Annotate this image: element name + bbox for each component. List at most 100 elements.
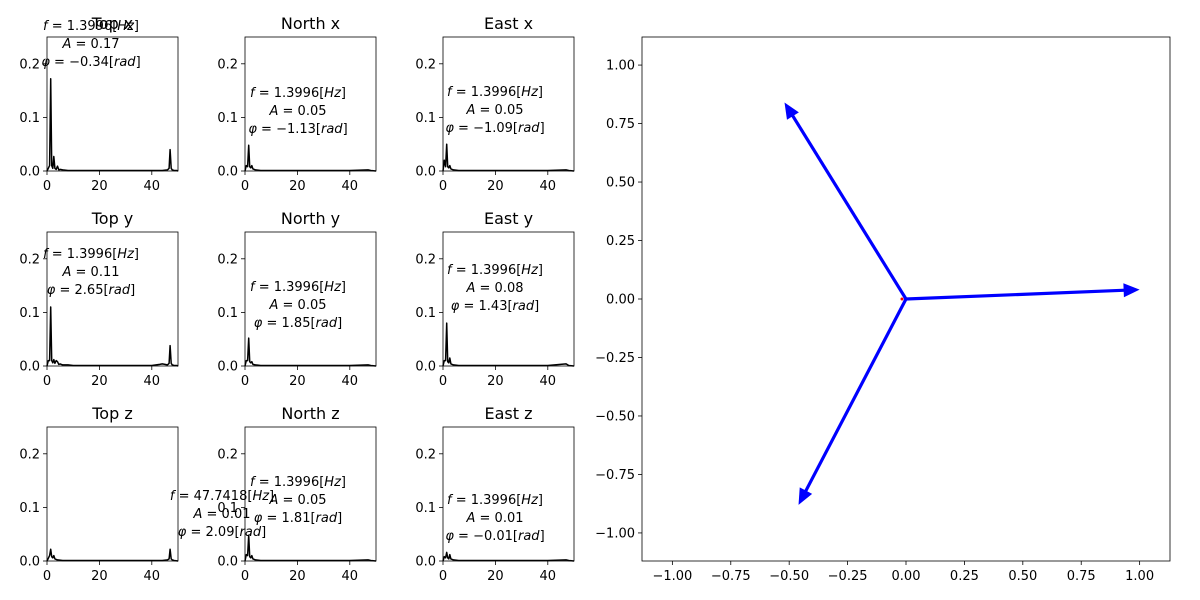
spectrum-line <box>46 78 179 172</box>
x-tick-label: 0 <box>241 179 249 194</box>
x-tick-label: 20 <box>91 374 108 389</box>
vector-arrow-shaft <box>905 288 1126 301</box>
x-tick-label: 40 <box>540 374 557 389</box>
y-tick-label: 0.2 <box>217 252 238 267</box>
x-tick-label: 0 <box>43 374 51 389</box>
x-tick-label: 20 <box>487 179 504 194</box>
y-tick-label: 0.0 <box>217 555 238 570</box>
x-tick-label: 20 <box>487 569 504 584</box>
x-tick-label: 20 <box>289 569 306 584</box>
subplot-north-z: 0 20 40 0.0 0.1 0.2 North z f = 1.3996[Hz] A = 0… <box>217 404 377 584</box>
x-tick-label: −0.50 <box>769 569 809 584</box>
axes-frame <box>46 231 179 367</box>
axes-frame <box>46 36 179 172</box>
x-tick-label: 20 <box>91 569 108 584</box>
subplot-title: East x <box>484 14 533 33</box>
y-tick-label: 0.1 <box>415 306 436 321</box>
x-tick-label: 40 <box>540 179 557 194</box>
x-tick-label: 0 <box>43 569 51 584</box>
x-tick-label: 0 <box>439 179 447 194</box>
spectrum-line <box>46 306 179 367</box>
y-tick-label: 0.75 <box>606 117 635 132</box>
x-tick-label: 20 <box>91 179 108 194</box>
x-tick-label: 40 <box>144 179 161 194</box>
subplot-title: Top x <box>91 14 134 33</box>
axes-frame <box>442 36 575 172</box>
spectrum-line <box>244 337 377 367</box>
subplot-title: Top y <box>91 209 134 228</box>
y-tick-label: 0.2 <box>217 447 238 462</box>
y-tick-label: 1.00 <box>606 59 635 74</box>
y-tick-label: 0.2 <box>415 57 436 72</box>
x-tick-label: 0.00 <box>892 569 921 584</box>
annotation-frequency: f = 1.3996[Hz] <box>250 86 346 101</box>
y-tick-label: 0.2 <box>19 252 40 267</box>
vector-arrow-head <box>784 102 799 120</box>
spectrum-line <box>244 534 377 562</box>
x-tick-label: 20 <box>289 374 306 389</box>
y-tick-label: −0.50 <box>595 409 635 424</box>
subplot-title: Top z <box>91 404 132 423</box>
y-tick-label: −0.25 <box>595 351 635 366</box>
subplot-east-x: 0 20 40 0.0 0.1 0.2 East x f = 1.3996[Hz] A = 0.… <box>415 14 575 194</box>
y-tick-label: 0.1 <box>217 306 238 321</box>
y-tick-label: 0.0 <box>415 165 436 180</box>
annotation-phase: φ = 1.85[rad] <box>254 316 342 331</box>
subplot-title: North x <box>281 14 340 33</box>
x-tick-label: −0.75 <box>711 569 751 584</box>
x-tick-label: 40 <box>144 374 161 389</box>
axes-frame <box>442 426 575 562</box>
annotation-amplitude: A = 0.05 <box>268 493 326 508</box>
y-tick-label: 0.2 <box>217 57 238 72</box>
x-tick-label: 0 <box>241 374 249 389</box>
annotation-phase: φ = −1.13[rad] <box>248 122 347 137</box>
x-tick-label: −0.25 <box>828 569 868 584</box>
x-tick-label: 0 <box>241 569 249 584</box>
y-tick-label: 0.00 <box>606 293 635 308</box>
annotation-phase: φ = 1.43[rad] <box>451 299 539 314</box>
x-tick-label: 20 <box>487 374 504 389</box>
y-tick-label: 0.1 <box>19 306 40 321</box>
annotation-frequency: f = 1.3996[Hz] <box>43 19 139 34</box>
annotation-frequency: f = 1.3996[Hz] <box>447 493 543 508</box>
x-tick-label: 0.25 <box>950 569 979 584</box>
y-tick-label: −0.75 <box>595 468 635 483</box>
annotation-amplitude: A = 0.17 <box>61 37 119 52</box>
y-tick-label: 0.1 <box>19 501 40 516</box>
phasor-plot: −1.00 −0.75 −0.50 −0.25 0.00 0.25 0.50 0.75 1.00… <box>595 36 1171 584</box>
x-tick-label: 40 <box>342 179 359 194</box>
annotation-amplitude: A = 0.05 <box>268 298 326 313</box>
x-tick-label: 40 <box>144 569 161 584</box>
y-tick-label: 0.0 <box>217 165 238 180</box>
annotation-frequency: f = 1.3996[Hz] <box>447 85 543 100</box>
vector-arrow-shaft <box>790 113 908 300</box>
subplot-north-x: 0 20 40 0.0 0.1 0.2 North x f = 1.3996[Hz] A = 0… <box>217 14 377 194</box>
y-tick-label: 0.0 <box>217 360 238 375</box>
y-tick-label: 0.2 <box>19 447 40 462</box>
subplot-title: East y <box>484 209 533 228</box>
subplot-top-x: 0 20 40 0.0 0.1 0.2 Top xf = 1.3996[Hz] A = 0.1… <box>19 14 179 194</box>
subplot-top-z: 0 20 40 0.0 0.1 0.2 Top z f = 47.7418[Hz] A = 0.… <box>19 404 274 584</box>
spectrum-line <box>442 551 575 562</box>
subplot-title: North z <box>281 404 339 423</box>
annotation-amplitude: A = 0.05 <box>268 104 326 119</box>
spectrum-line <box>442 322 575 367</box>
x-tick-label: 40 <box>540 569 557 584</box>
y-tick-label: −1.00 <box>595 526 635 541</box>
axes-frame <box>46 426 179 562</box>
axes-frame <box>442 231 575 367</box>
vector-arrow-shaft <box>803 298 908 494</box>
spectrum-line <box>442 143 575 172</box>
y-tick-label: 0.1 <box>415 111 436 126</box>
subplot-top-y: 0 20 40 0.0 0.1 0.2 Top y f = 1.3996[Hz] A = 0.1… <box>19 209 179 389</box>
subplot-title: North y <box>281 209 340 228</box>
annotation-phase: φ = −1.09[rad] <box>445 121 544 136</box>
y-tick-label: 0.1 <box>19 111 40 126</box>
x-tick-label: 0 <box>439 374 447 389</box>
x-tick-label: 0 <box>439 569 447 584</box>
y-tick-label: 0.0 <box>19 360 40 375</box>
y-tick-label: 0.1 <box>217 111 238 126</box>
annotation-amplitude: A = 0.05 <box>465 103 523 118</box>
annotation-amplitude: A = 0.01 <box>465 511 523 526</box>
